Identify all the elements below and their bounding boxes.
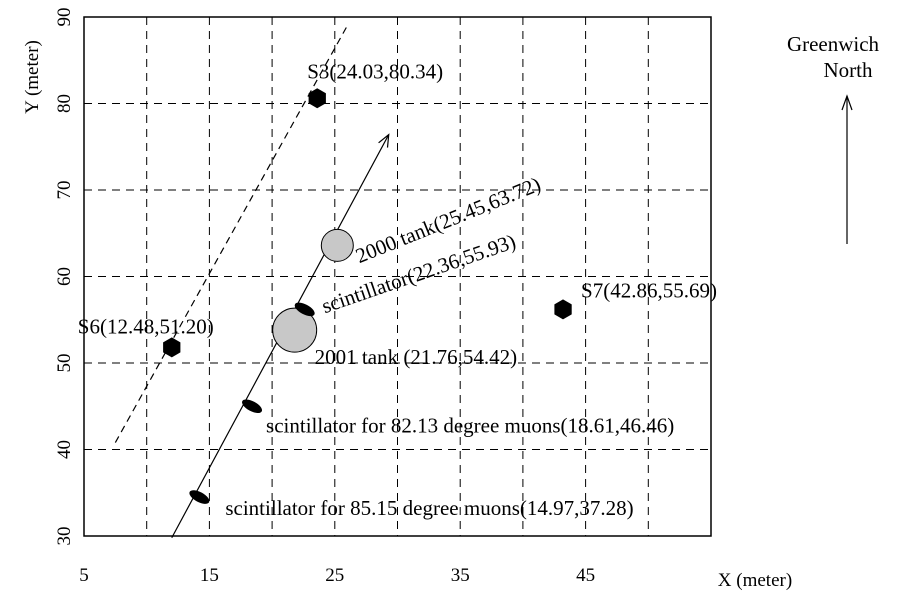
plot-frame — [83, 16, 712, 537]
tank-marker — [272, 307, 318, 353]
x-tick-label: 5 — [79, 565, 89, 586]
scintillator-label: scintillator for 85.15 degree muons(14.9… — [225, 496, 633, 520]
y-tick-label: 40 — [54, 440, 75, 459]
tank-marker — [320, 228, 354, 262]
scintillator-marker — [242, 399, 263, 414]
y-tick-label: 90 — [54, 8, 75, 27]
y-tick-label: 30 — [54, 527, 75, 546]
compass-line1: Greenwich — [787, 32, 880, 56]
scintillator-marker — [294, 302, 315, 317]
line-layer — [114, 25, 390, 539]
y-tick-label: 70 — [54, 181, 75, 200]
station-marker — [554, 299, 572, 320]
y-tick-label: 60 — [54, 267, 75, 286]
dashed-track-line — [114, 25, 348, 443]
scintillator-label: scintillator for 82.13 degree muons(18.6… — [266, 413, 674, 437]
tank-label: 2001 tank (21.76,54.42) — [315, 345, 517, 369]
station-marker — [308, 88, 326, 109]
station-label: S6(12.48,51.20) — [78, 314, 214, 338]
station-marker — [163, 337, 181, 358]
x-tick-label: 15 — [200, 565, 219, 586]
marker-layer — [163, 88, 572, 504]
station-label: S7(42.86,55.69) — [581, 278, 717, 302]
scintillator-marker — [189, 490, 210, 504]
compass: Greenwich North — [787, 32, 880, 244]
grid-layer — [84, 17, 711, 536]
x-tick-label: 35 — [451, 565, 470, 586]
label-layer: S3(24.03,80.34) S6(12.48,51.20) S7(42.86,5… — [78, 59, 717, 520]
station-label: S3(24.03,80.34) — [307, 59, 443, 83]
tick-layer: 5 15 25 35 45 30 40 50 60 70 80 90 — [54, 8, 595, 587]
x-tick-label: 45 — [576, 565, 595, 586]
north-arrowhead-icon — [841, 94, 853, 111]
track-arrowhead-icon — [378, 133, 390, 148]
x-tick-label: 25 — [325, 565, 344, 586]
y-axis-title: Y (meter) — [22, 40, 43, 114]
y-tick-label: 50 — [54, 354, 75, 373]
compass-line2: North — [824, 58, 873, 82]
x-axis-title: X (meter) — [718, 570, 792, 591]
y-tick-label: 80 — [54, 94, 75, 113]
